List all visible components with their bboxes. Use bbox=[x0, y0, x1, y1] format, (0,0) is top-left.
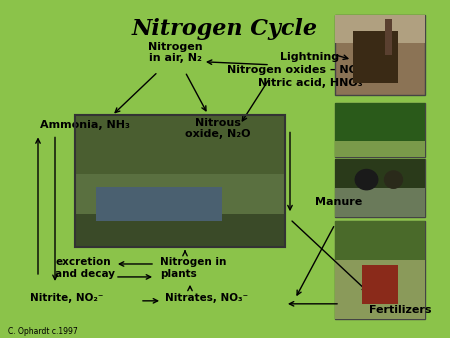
Bar bbox=[335, 221, 425, 319]
Bar bbox=[353, 31, 398, 83]
Bar bbox=[75, 115, 285, 174]
Text: Nitrogen Cycle: Nitrogen Cycle bbox=[132, 18, 318, 40]
Text: C. Ophardt c.1997: C. Ophardt c.1997 bbox=[8, 327, 78, 336]
Bar bbox=[75, 115, 285, 247]
Bar bbox=[335, 188, 425, 217]
Bar bbox=[335, 103, 425, 158]
Bar bbox=[335, 160, 425, 188]
Text: Fertilizers: Fertilizers bbox=[369, 305, 431, 315]
Ellipse shape bbox=[355, 169, 378, 190]
Text: Manure: Manure bbox=[315, 197, 362, 207]
Bar bbox=[75, 115, 285, 247]
Bar bbox=[335, 15, 425, 43]
Text: Nitrogen
in air, N₂: Nitrogen in air, N₂ bbox=[148, 42, 202, 64]
Text: Ammonia, NH₃: Ammonia, NH₃ bbox=[40, 120, 130, 129]
Bar bbox=[75, 214, 285, 247]
Text: Nitrogen in
plants: Nitrogen in plants bbox=[160, 257, 226, 279]
Bar bbox=[75, 174, 285, 214]
Bar bbox=[384, 19, 392, 55]
Bar bbox=[335, 141, 425, 158]
Bar bbox=[362, 265, 398, 304]
Bar bbox=[335, 160, 425, 217]
Ellipse shape bbox=[384, 171, 402, 188]
Bar bbox=[335, 15, 425, 95]
Bar bbox=[96, 188, 222, 221]
Bar bbox=[335, 103, 425, 141]
Text: Nitrogen oxides – NO, NO₂,: Nitrogen oxides – NO, NO₂, bbox=[227, 65, 393, 75]
Text: Nitric acid, HNO₃: Nitric acid, HNO₃ bbox=[258, 78, 362, 88]
Text: excretion
and decay: excretion and decay bbox=[55, 257, 115, 279]
Bar bbox=[335, 260, 425, 319]
Bar bbox=[335, 221, 425, 260]
Text: Nitrous
oxide, N₂O: Nitrous oxide, N₂O bbox=[185, 118, 251, 139]
Text: Nitrite, NO₂⁻: Nitrite, NO₂⁻ bbox=[30, 293, 104, 303]
Text: Lightning: Lightning bbox=[280, 52, 340, 62]
Text: Nitrates, NO₃⁻: Nitrates, NO₃⁻ bbox=[165, 293, 248, 303]
